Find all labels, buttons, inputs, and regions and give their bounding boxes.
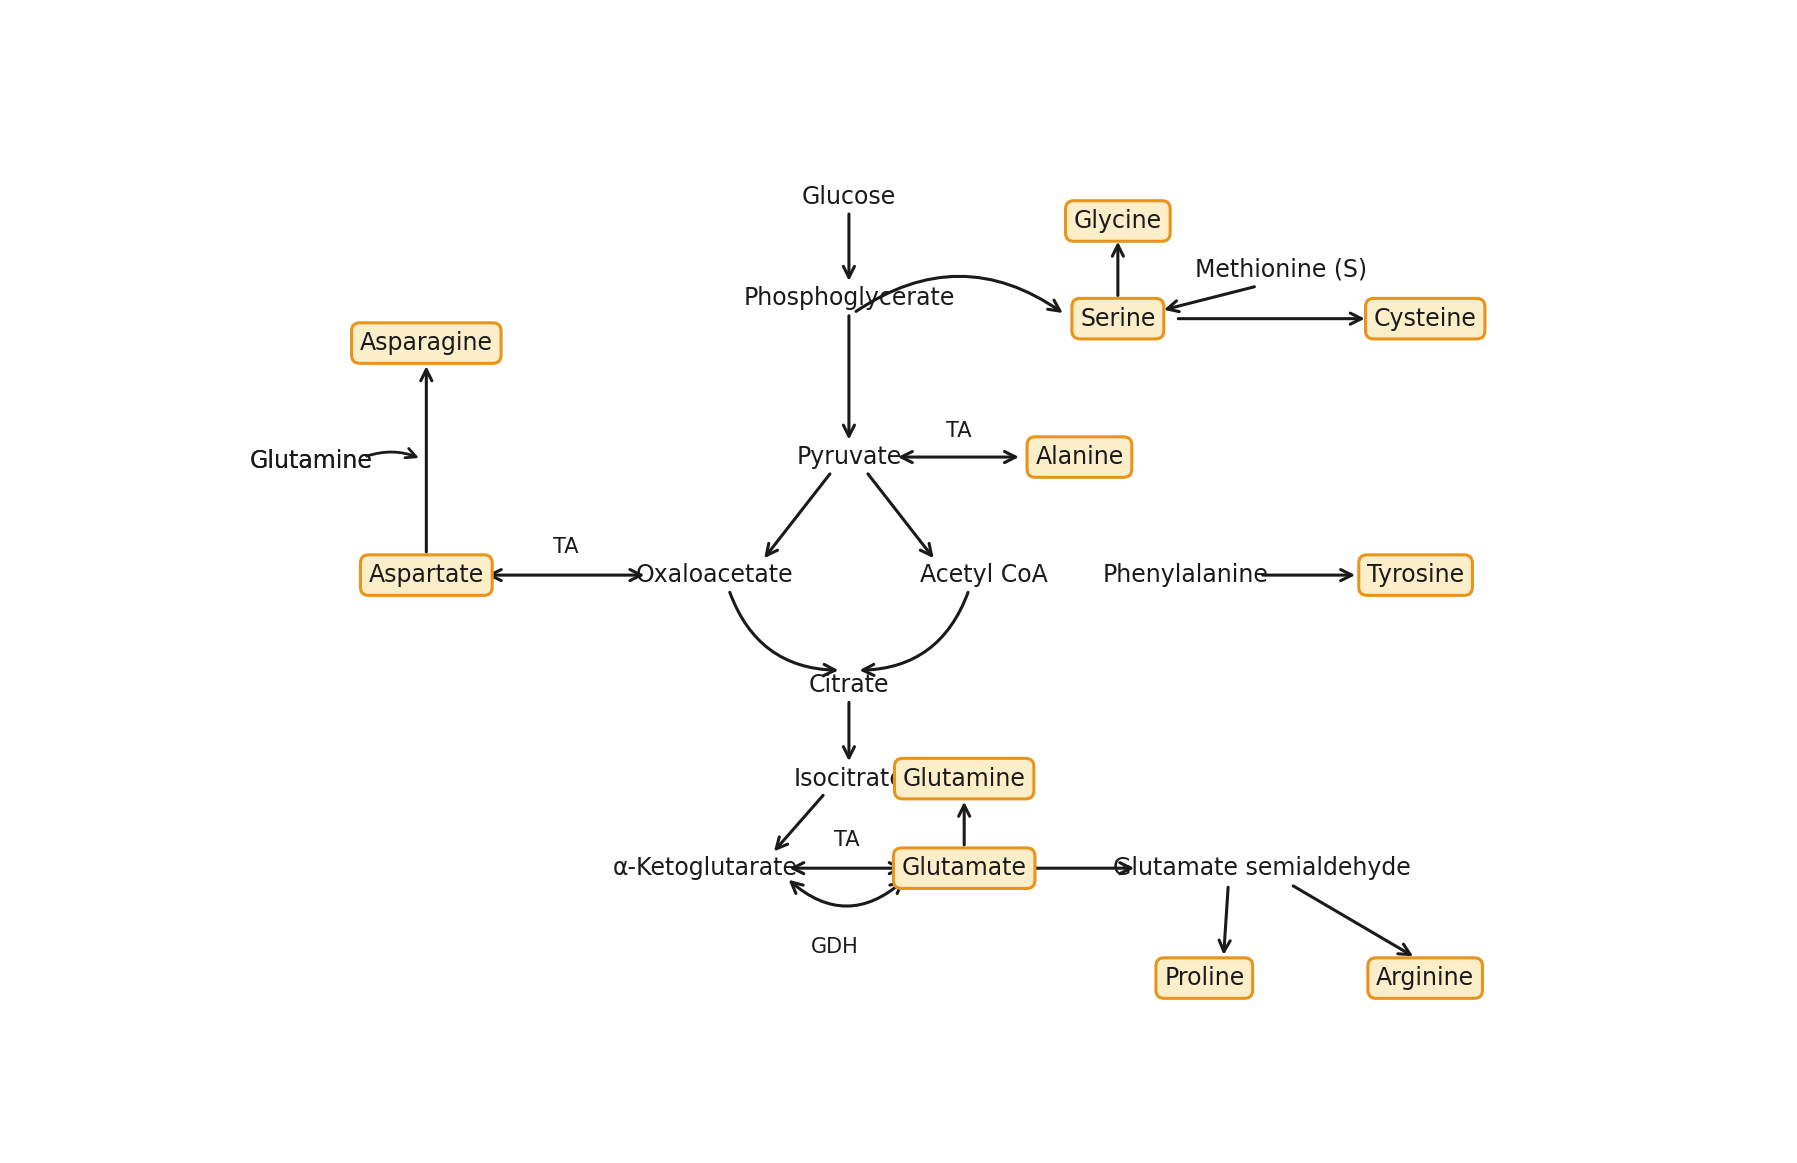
Text: Arginine: Arginine [1377, 966, 1474, 990]
Text: α-Ketoglutarate: α-Ketoglutarate [613, 856, 798, 880]
Text: Citrate: Citrate [809, 673, 890, 697]
Text: Tyrosine: Tyrosine [1368, 563, 1465, 587]
Text: Phenylalanine: Phenylalanine [1102, 563, 1269, 587]
Text: Alanine: Alanine [1035, 445, 1123, 469]
Text: Methionine (S): Methionine (S) [1195, 258, 1368, 281]
Text: Glutamine: Glutamine [250, 449, 372, 473]
Text: Oxaloacetate: Oxaloacetate [636, 563, 792, 587]
Text: Phosphoglycerate: Phosphoglycerate [744, 286, 954, 311]
Text: Asparagine: Asparagine [359, 331, 492, 355]
Text: Glucose: Glucose [801, 185, 897, 208]
Text: Aspartate: Aspartate [368, 563, 483, 587]
Text: Glutamate: Glutamate [902, 856, 1026, 880]
Text: Isocitrate: Isocitrate [794, 766, 904, 791]
Text: Proline: Proline [1164, 966, 1245, 990]
Text: Glutamate semialdehyde: Glutamate semialdehyde [1112, 856, 1411, 880]
Text: Glycine: Glycine [1075, 209, 1163, 233]
Text: Pyruvate: Pyruvate [796, 445, 902, 469]
Text: Glutamine: Glutamine [902, 766, 1026, 791]
Text: Acetyl CoA: Acetyl CoA [920, 563, 1048, 587]
Text: Cysteine: Cysteine [1373, 307, 1477, 330]
Text: Glutamine: Glutamine [250, 449, 372, 473]
Text: GDH: GDH [810, 937, 859, 957]
Text: Serine: Serine [1080, 307, 1155, 330]
Text: TA: TA [834, 830, 859, 850]
Text: TA: TA [945, 421, 970, 441]
Text: TA: TA [553, 537, 579, 557]
